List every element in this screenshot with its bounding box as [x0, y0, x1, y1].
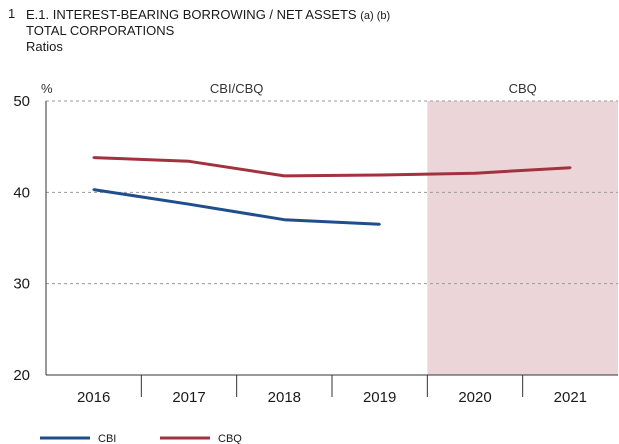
- region-label-1: CBQ: [509, 81, 537, 96]
- legend-layer: CBI CBQ: [40, 433, 242, 444]
- axes-layer: [45, 101, 618, 397]
- data-point-cbi-2018: [283, 218, 286, 221]
- chart-title-notes: (a) (b): [360, 10, 391, 22]
- figure-number: 1: [8, 6, 16, 21]
- data-point-cbq-2021: [569, 166, 572, 169]
- series-line-cbi: [93, 188, 380, 226]
- region-label-0: CBI/CBQ: [210, 81, 263, 96]
- region-band-1: [427, 101, 618, 375]
- data-point-cbq-2020: [473, 171, 477, 175]
- chart-unit: Ratios: [26, 39, 63, 54]
- chart-title: E.1. INTEREST-BEARING BORROWING / NET AS…: [26, 6, 390, 25]
- y-tick-label-3: 50: [13, 93, 30, 110]
- series-line-cbq: [93, 156, 571, 178]
- data-point-cbi-2016: [92, 188, 95, 191]
- y-tick-label-2: 40: [13, 184, 30, 201]
- x-tick-label-3: 2019: [363, 389, 396, 406]
- chart-title-text: E.1. INTEREST-BEARING BORROWING / NET AS…: [26, 7, 357, 22]
- data-point-cbi-2017: [187, 203, 191, 206]
- labels-layer: CBI/CBQ CBQ 20 30 40 50% 2016 2017 2018 2019 2020 2…: [13, 81, 587, 406]
- legend-label-cbi: CBI: [98, 433, 116, 444]
- x-tick-label-0: 2016: [77, 389, 110, 406]
- data-point-cbq-2016: [92, 156, 95, 159]
- chart-subtitle: TOTAL CORPORATIONS: [26, 23, 175, 38]
- x-tick-label-1: 2017: [172, 389, 205, 406]
- series-layer: [92, 156, 572, 226]
- data-point-cbq-2017: [187, 160, 191, 163]
- data-point-cbi-2019: [378, 223, 381, 226]
- data-point-cbq-2018: [283, 174, 286, 178]
- x-tick-label-2: 2018: [268, 389, 301, 406]
- regions-layer: [427, 101, 618, 375]
- y-tick-label-0: 20: [13, 367, 30, 384]
- x-tick-label-5: 2021: [554, 389, 587, 406]
- data-point-cbq-2019: [378, 173, 381, 177]
- grid-layer: [46, 100, 618, 285]
- legend-label-cbq: CBQ: [218, 433, 242, 444]
- x-tick-label-4: 2020: [458, 389, 491, 406]
- y-tick-label-1: 30: [13, 276, 30, 293]
- y-axis-unit: %: [41, 81, 53, 96]
